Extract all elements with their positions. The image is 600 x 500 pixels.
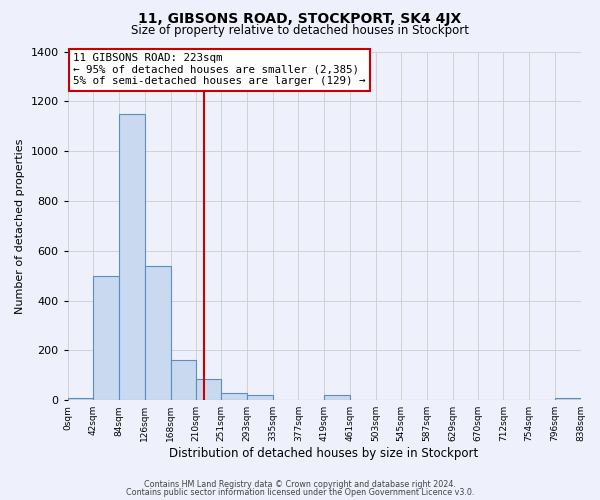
Bar xyxy=(324,395,350,400)
Text: Contains HM Land Registry data © Crown copyright and database right 2024.: Contains HM Land Registry data © Crown c… xyxy=(144,480,456,489)
Bar xyxy=(119,114,145,400)
Text: 11 GIBSONS ROAD: 223sqm
← 95% of detached houses are smaller (2,385)
5% of semi-: 11 GIBSONS ROAD: 223sqm ← 95% of detache… xyxy=(73,53,365,86)
Bar xyxy=(196,379,221,400)
Bar xyxy=(94,276,119,400)
Bar xyxy=(247,395,273,400)
Y-axis label: Number of detached properties: Number of detached properties xyxy=(15,138,25,314)
Bar xyxy=(145,266,170,400)
Bar xyxy=(170,360,196,400)
X-axis label: Distribution of detached houses by size in Stockport: Distribution of detached houses by size … xyxy=(169,447,479,460)
Text: Size of property relative to detached houses in Stockport: Size of property relative to detached ho… xyxy=(131,24,469,37)
Bar xyxy=(221,392,247,400)
Text: Contains public sector information licensed under the Open Government Licence v3: Contains public sector information licen… xyxy=(126,488,474,497)
Text: 11, GIBSONS ROAD, STOCKPORT, SK4 4JX: 11, GIBSONS ROAD, STOCKPORT, SK4 4JX xyxy=(139,12,461,26)
Bar xyxy=(555,398,581,400)
Bar xyxy=(68,398,94,400)
